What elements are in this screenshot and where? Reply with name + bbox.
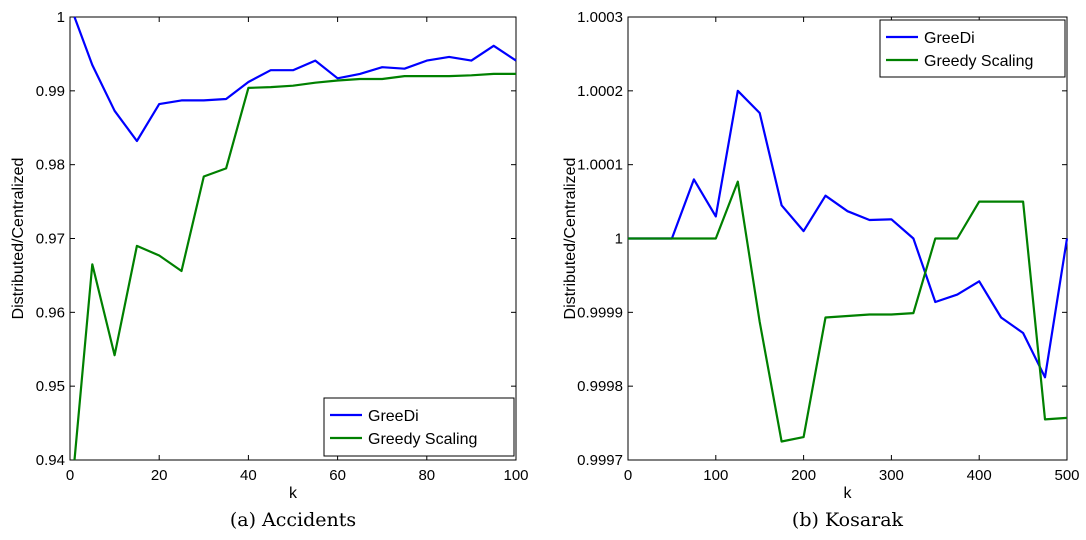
- legend-label: Greedy Scaling: [924, 53, 1033, 70]
- plot-frame: [69, 16, 517, 461]
- legend-label: GreeDi: [368, 408, 419, 425]
- series-line-greedi: [73, 16, 517, 143]
- y-tick-label: 0.95: [36, 378, 65, 395]
- y-tick-label: 0.9997: [577, 452, 623, 469]
- x-tick-label: 400: [967, 467, 992, 484]
- chart-kosarak: 0 100 200 300 400 500 0.9997 0.9998 0.9999 1 1.000…: [562, 9, 1080, 531]
- chart-caption: (b) Kosarak: [792, 509, 904, 531]
- series-line-greedi: [628, 89, 1069, 379]
- x-tick-label: 200: [791, 467, 816, 484]
- x-tick-label: 40: [240, 467, 257, 484]
- legend-label: GreeDi: [924, 30, 975, 47]
- x-tick-label: 20: [151, 467, 168, 484]
- y-axis-label: Distributed/Centralized: [10, 158, 27, 320]
- series-line-greedy-scaling: [73, 72, 516, 461]
- x-axis-label: k: [289, 485, 298, 502]
- y-tick-label: 0.97: [36, 231, 65, 248]
- y-tick-label: 0.96: [36, 304, 65, 321]
- y-tick-label: 1: [615, 231, 623, 248]
- y-tick-label: 0.99: [36, 83, 65, 100]
- legend-label: Greedy Scaling: [368, 431, 477, 448]
- x-axis-label: k: [844, 485, 853, 502]
- y-tick-label: 0.9999: [577, 304, 623, 321]
- y-tick-label: 1.0001: [577, 157, 623, 174]
- x-tick-label: 100: [703, 467, 728, 484]
- y-tick-label: 1.0002: [577, 83, 623, 100]
- legend: GreeDi Greedy Scaling: [879, 19, 1066, 78]
- y-axis-label: Distributed/Centralized: [562, 158, 579, 320]
- chart-accidents: 0 20 40 60 80 100 0.94 0.95 0.96 0.97 0.98 0.99 1 k Di…: [10, 9, 529, 531]
- chart-caption: (a) Accidents: [230, 509, 356, 531]
- series-line-greedy-scaling: [628, 180, 1068, 443]
- x-tick-label: 300: [879, 467, 904, 484]
- x-tick-label: 100: [503, 467, 528, 484]
- y-tick-label: 0.9998: [577, 378, 623, 395]
- y-tick-label: 1: [57, 9, 65, 26]
- x-tick-label: 500: [1054, 467, 1079, 484]
- x-tick-label: 60: [329, 467, 346, 484]
- legend-box: [879, 19, 1066, 78]
- legend: GreeDi Greedy Scaling: [323, 397, 515, 457]
- x-tick-label: 80: [418, 467, 435, 484]
- x-tick-label: 0: [624, 467, 632, 484]
- y-tick-label: 1.0003: [577, 9, 623, 26]
- legend-box: [323, 397, 515, 457]
- x-tick-label: 0: [66, 467, 74, 484]
- y-tick-label: 0.94: [36, 452, 65, 469]
- y-tick-label: 0.98: [36, 157, 65, 174]
